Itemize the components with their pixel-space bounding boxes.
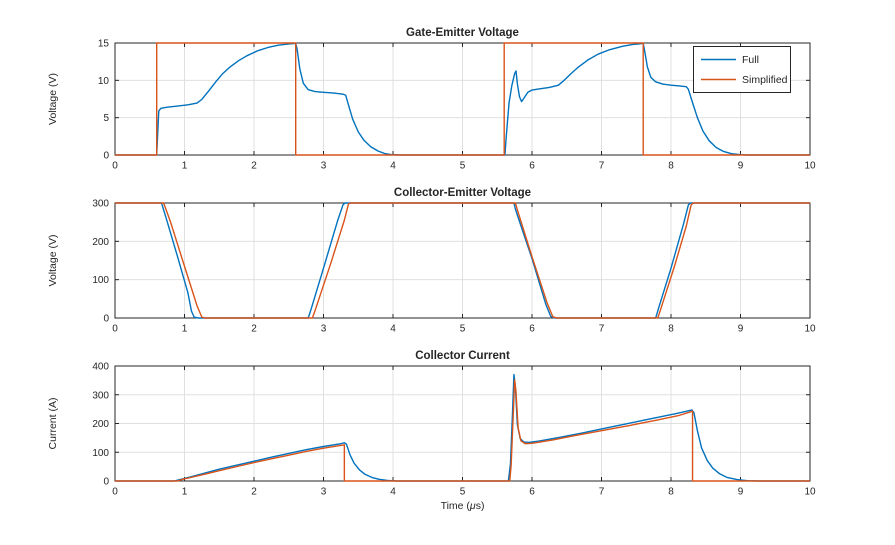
x-tick-label: 3 (321, 323, 327, 334)
y-tick-label: 400 (92, 362, 109, 373)
x-tick-label: 7 (599, 486, 605, 497)
y-tick-label: 15 (98, 39, 110, 50)
series-simplified (115, 379, 810, 482)
y-tick-label: 100 (92, 275, 109, 286)
x-tick-label: 8 (668, 323, 674, 334)
x-tick-label: 10 (804, 486, 816, 497)
y-axis-label-plot3: Current (A) (47, 398, 59, 450)
y-tick-label: 5 (103, 113, 109, 124)
series-simplified (115, 42, 810, 156)
legend-label-simplified: Simplified (742, 74, 788, 86)
x-tick-label: 9 (738, 486, 744, 497)
x-tick-label: 1 (182, 323, 188, 334)
y-axis-label-plot1: Voltage (V) (47, 73, 59, 125)
title-collector-current: Collector Current (415, 350, 510, 362)
title-collector-emitter-voltage: Collector-Emitter Voltage (394, 187, 531, 199)
title-gate-emitter-voltage: Gate-Emitter Voltage (406, 27, 519, 39)
x-tick-label: 7 (599, 323, 605, 334)
x-axis-label: Time (μs) (441, 500, 485, 512)
x-tick-label: 6 (529, 486, 535, 497)
y-tick-label: 0 (103, 477, 109, 488)
series-full (115, 373, 810, 482)
y-tick-label: 10 (98, 76, 110, 87)
y-tick-label: 100 (92, 448, 109, 459)
x-tick-label: 9 (738, 160, 744, 171)
x-tick-label: 6 (529, 323, 535, 334)
x-tick-label: 6 (529, 160, 535, 171)
y-tick-label: 300 (92, 390, 109, 401)
x-tick-label: 10 (804, 323, 816, 334)
x-tick-label: 5 (460, 323, 466, 334)
series-full (115, 42, 810, 156)
y-tick-label: 200 (92, 237, 109, 248)
x-tick-label: 9 (738, 323, 744, 334)
x-tick-label: 5 (460, 160, 466, 171)
y-tick-label: 0 (103, 151, 109, 162)
y-axis-label-plot2: Voltage (V) (47, 235, 59, 287)
legend: Full Simplified (693, 46, 791, 93)
x-tick-label: 8 (668, 160, 674, 171)
x-tick-label: 5 (460, 486, 466, 497)
legend-label-full: Full (742, 54, 759, 66)
x-tick-label: 0 (112, 486, 118, 497)
x-tick-label: 4 (390, 323, 396, 334)
x-tick-label: 1 (182, 160, 188, 171)
y-tick-label: 200 (92, 419, 109, 430)
x-tick-label: 3 (321, 486, 327, 497)
y-tick-label: 0 (103, 314, 109, 325)
x-tick-label: 10 (804, 160, 816, 171)
x-tick-label: 2 (251, 486, 257, 497)
x-tick-label: 4 (390, 486, 396, 497)
x-tick-label: 8 (668, 486, 674, 497)
y-tick-label: 300 (92, 199, 109, 210)
x-tick-label: 0 (112, 160, 118, 171)
x-tick-label: 1 (182, 486, 188, 497)
x-tick-label: 3 (321, 160, 327, 171)
x-tick-label: 2 (251, 323, 257, 334)
x-tick-label: 2 (251, 160, 257, 171)
legend-box (693, 46, 791, 93)
x-tick-label: 4 (390, 160, 396, 171)
series-simplified (115, 202, 810, 319)
x-tick-label: 7 (599, 160, 605, 171)
x-tick-label: 0 (112, 323, 118, 334)
